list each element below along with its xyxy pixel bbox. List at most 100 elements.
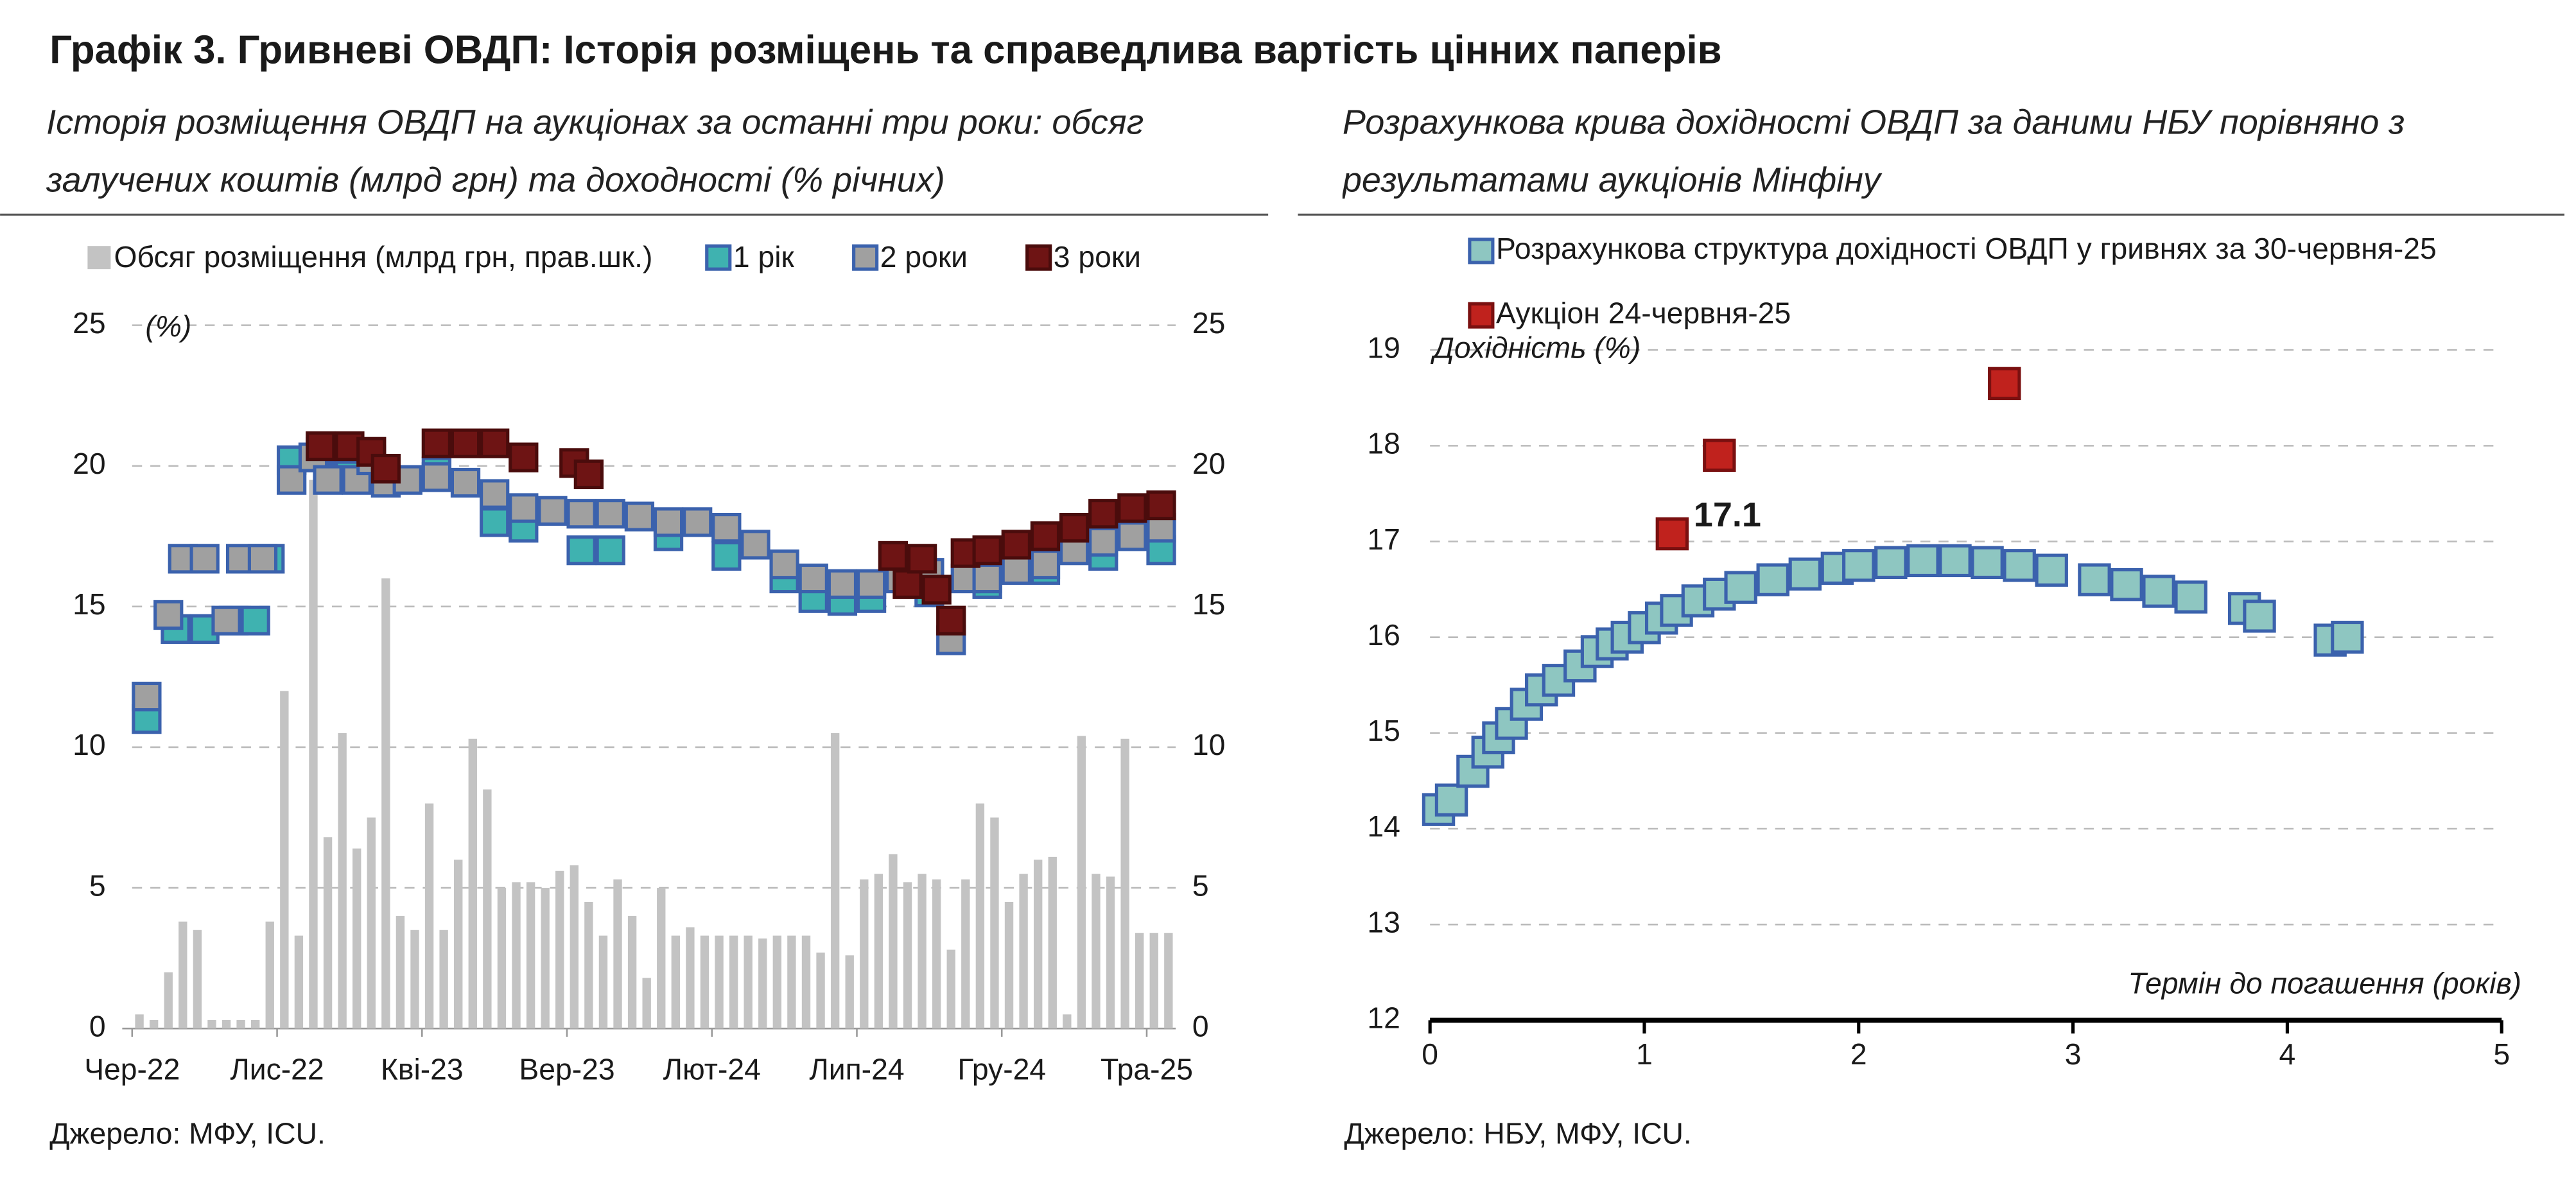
source: Джерело: НБУ, МФУ, ICU. bbox=[1344, 1117, 1691, 1150]
yield-point bbox=[972, 563, 1002, 594]
yield-point bbox=[936, 625, 966, 655]
volume-bar bbox=[207, 1020, 216, 1029]
yield-point bbox=[1030, 521, 1061, 551]
yield-point bbox=[189, 544, 220, 574]
yield-point bbox=[921, 575, 952, 605]
volume-bar bbox=[410, 930, 419, 1029]
volume-bar bbox=[874, 874, 883, 1029]
yield-point bbox=[1434, 783, 1468, 817]
volume-bar bbox=[381, 578, 390, 1029]
x-tick-label: Лип-24 bbox=[809, 1052, 904, 1086]
legend-label: 2 роки bbox=[880, 240, 968, 273]
yield-point bbox=[566, 535, 596, 566]
volume-bar bbox=[729, 935, 738, 1029]
volume-bar bbox=[744, 935, 753, 1029]
legend-label: Аукціон 24-червня-25 bbox=[1496, 296, 1791, 329]
yield-point bbox=[653, 507, 684, 537]
legend-swatch bbox=[705, 244, 732, 271]
volume-bar bbox=[627, 915, 637, 1029]
yield-point bbox=[480, 507, 510, 537]
yield-point bbox=[313, 465, 343, 495]
volume-bar bbox=[555, 870, 564, 1029]
yield-point bbox=[1088, 526, 1118, 557]
volume-bar bbox=[787, 935, 796, 1029]
x-tick-label: Чер-22 bbox=[84, 1052, 180, 1086]
volume-bar bbox=[584, 901, 593, 1029]
y-tick-label: 18 bbox=[1367, 427, 1400, 460]
yield-point bbox=[247, 544, 278, 574]
y-tick-label: 16 bbox=[1367, 618, 1400, 652]
yield-point bbox=[2243, 600, 2276, 633]
volume-bar bbox=[1004, 901, 1014, 1029]
yield-point bbox=[573, 459, 604, 490]
volume-bar bbox=[686, 927, 695, 1029]
y-axis-label: Дохідність (%) bbox=[1430, 331, 1640, 364]
volume-bar bbox=[352, 848, 361, 1029]
volume-bar bbox=[946, 949, 955, 1029]
yield-point bbox=[856, 569, 887, 599]
volume-bar bbox=[1164, 933, 1173, 1029]
volume-bar bbox=[918, 874, 927, 1029]
data-label: 17.1 bbox=[1694, 496, 1761, 534]
yield-point bbox=[1756, 563, 1789, 596]
subtitle-box: Розрахункова крива дохідності ОВДП за да… bbox=[1343, 104, 2405, 200]
yield-point bbox=[740, 530, 770, 560]
volume-bar bbox=[222, 1020, 231, 1029]
yield-point bbox=[1842, 549, 1875, 582]
y-tick-label: 5 bbox=[89, 869, 106, 902]
x-axis-label: Термін до погашення (років) bbox=[2128, 967, 2521, 1000]
y-tick-label: 13 bbox=[1367, 905, 1400, 939]
volume-bar bbox=[497, 888, 507, 1029]
volume-bar bbox=[860, 879, 869, 1029]
volume-bar bbox=[424, 803, 434, 1029]
volume-bar bbox=[526, 882, 535, 1029]
yield-point bbox=[1655, 517, 1689, 551]
legend-label: 1 рік bbox=[733, 240, 795, 273]
volume-bar bbox=[338, 733, 347, 1029]
volume-bar bbox=[1048, 856, 1057, 1029]
volume-bar bbox=[483, 789, 492, 1029]
yield-point bbox=[240, 605, 270, 636]
legend-label: 3 роки bbox=[1054, 240, 1141, 273]
yield-point bbox=[1001, 555, 1031, 585]
legend-swatch bbox=[1025, 244, 1052, 271]
yield-point bbox=[683, 507, 713, 537]
yield-point bbox=[1788, 557, 1822, 591]
yield-point bbox=[892, 569, 923, 599]
y2-tick-label: 10 bbox=[1192, 728, 1225, 761]
yield-point bbox=[306, 431, 336, 462]
yield-point bbox=[711, 541, 742, 571]
volume-bar bbox=[715, 935, 724, 1029]
x-tick-label: 2 bbox=[1850, 1037, 1867, 1071]
yield-point bbox=[480, 479, 510, 509]
volume-bar bbox=[1120, 738, 1129, 1029]
yield-point bbox=[421, 428, 452, 458]
volume-bar bbox=[903, 882, 912, 1029]
yield-point bbox=[509, 442, 539, 472]
volume-bar bbox=[1033, 860, 1043, 1029]
volume-bar bbox=[1135, 933, 1144, 1029]
volume-bar bbox=[1106, 876, 1115, 1029]
yield-point bbox=[450, 467, 481, 498]
source: Джерело: МФУ, ICU. bbox=[49, 1117, 326, 1150]
yield-point bbox=[1971, 546, 2004, 580]
y2-tick-label: 0 bbox=[1192, 1009, 1209, 1043]
yield-point bbox=[972, 535, 1002, 566]
volume-bar bbox=[280, 691, 289, 1029]
volume-bar bbox=[193, 930, 202, 1029]
volume-bar bbox=[657, 888, 666, 1029]
volume-bar bbox=[598, 935, 608, 1029]
yield-point bbox=[1938, 544, 1972, 578]
volume-bar bbox=[961, 879, 970, 1029]
yield-point bbox=[211, 605, 241, 636]
volume-bar bbox=[816, 952, 825, 1029]
yield-point bbox=[480, 428, 510, 458]
x-tick-label: Тра-25 bbox=[1101, 1052, 1193, 1086]
volume-bar bbox=[830, 733, 840, 1029]
volume-bar bbox=[512, 882, 521, 1029]
yield-point bbox=[1906, 544, 1940, 578]
volume-bar bbox=[323, 837, 333, 1029]
volume-bar bbox=[1063, 1014, 1072, 1029]
